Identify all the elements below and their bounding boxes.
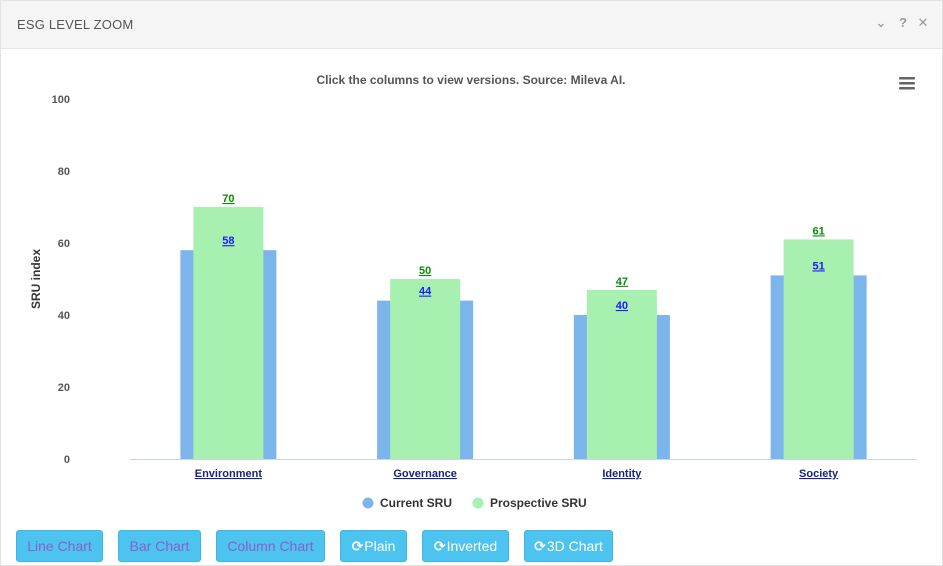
y-axis-title: SRU index: [29, 249, 43, 309]
panel-title: ESG LEVEL ZOOM: [17, 17, 134, 32]
bar-prospective-sru[interactable]: [390, 279, 461, 459]
refresh-icon: ⟳: [351, 538, 364, 554]
chevron-down-icon[interactable]: ⌄: [875, 15, 887, 30]
line-chart-button[interactable]: Line Chart: [16, 530, 103, 562]
data-label-current: 51: [813, 260, 825, 272]
plain-button[interactable]: ⟳Plain: [340, 530, 407, 562]
data-label-prospective: 61: [813, 225, 825, 237]
x-category-label[interactable]: Identity: [602, 468, 642, 480]
hamburger-menu-icon[interactable]: [899, 77, 915, 90]
inverted-button[interactable]: ⟳Inverted: [422, 530, 509, 562]
data-label-current: 44: [419, 286, 432, 298]
3d-chart-button-label: 3D Chart: [546, 538, 603, 554]
refresh-icon: ⟳: [534, 538, 546, 554]
bar-prospective-sru[interactable]: [193, 207, 264, 459]
data-label-prospective: 47: [616, 276, 628, 288]
y-tick-label: 100: [52, 94, 70, 106]
close-icon[interactable]: ✕: [917, 15, 929, 30]
data-label-current: 40: [616, 300, 628, 312]
refresh-icon: ⟳: [433, 538, 446, 554]
y-tick-label: 20: [58, 382, 70, 394]
panel-header: ESG LEVEL ZOOM ⌄ ? ✕: [1, 1, 942, 49]
inverted-button-label: Inverted: [446, 538, 498, 554]
bar-prospective-sru[interactable]: [783, 239, 854, 459]
y-tick-label: 0: [64, 454, 70, 466]
3d-chart-button[interactable]: ⟳3D Chart: [524, 530, 613, 562]
data-label-current: 58: [222, 235, 234, 247]
data-label-prospective: 50: [419, 265, 431, 277]
x-category-label[interactable]: Society: [799, 468, 839, 480]
bar-prospective-sru[interactable]: [586, 289, 657, 459]
legend-marker[interactable]: [362, 497, 374, 509]
column-chart-button[interactable]: Column Chart: [216, 530, 325, 562]
column-chart: Click the columns to view versions. Sour…: [29, 73, 917, 510]
y-tick-label: 40: [58, 310, 70, 322]
data-label-prospective: 70: [222, 193, 234, 205]
x-category-label[interactable]: Environment: [195, 468, 263, 480]
chart-subtitle: Click the columns to view versions. Sour…: [317, 73, 626, 87]
bar-chart-button[interactable]: Bar Chart: [118, 530, 201, 562]
legend-item-label[interactable]: Prospective SRU: [490, 496, 587, 510]
y-tick-label: 60: [58, 238, 70, 250]
x-category-label[interactable]: Governance: [393, 468, 457, 480]
help-icon[interactable]: ?: [899, 15, 907, 30]
legend-item-label[interactable]: Current SRU: [380, 496, 452, 510]
legend-marker[interactable]: [472, 497, 484, 509]
y-tick-label: 80: [58, 166, 70, 178]
plain-button-label: Plain: [364, 538, 396, 554]
